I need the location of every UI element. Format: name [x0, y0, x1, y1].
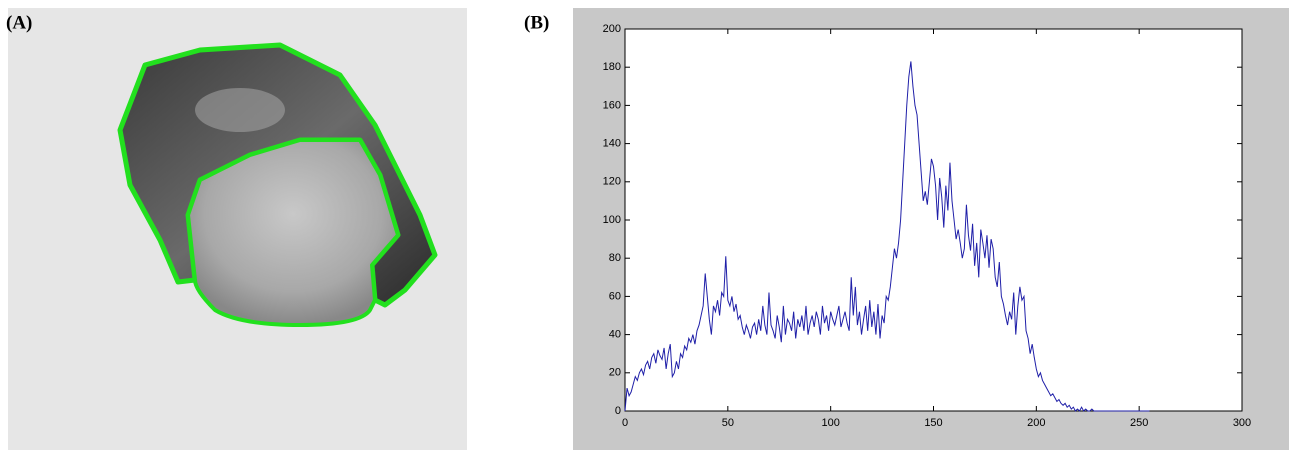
x-tick-label: 0	[622, 417, 628, 429]
y-tick-label: 60	[609, 290, 621, 302]
y-tick-label: 160	[603, 99, 621, 111]
panel-label: (B)	[524, 12, 549, 33]
y-tick-label: 20	[609, 367, 621, 379]
x-tick-label: 150	[924, 417, 942, 429]
y-tick-label: 0	[615, 405, 621, 417]
x-tick-label: 300	[1233, 417, 1251, 429]
x-tick-label: 100	[821, 417, 839, 429]
y-tick-label: 100	[603, 214, 621, 226]
y-tick-label: 80	[609, 252, 621, 264]
histogram-line	[624, 61, 1150, 412]
plot-area	[624, 28, 1243, 412]
segmented-image	[117, 42, 438, 327]
y-tick-label: 120	[603, 176, 621, 188]
x-tick-label: 50	[722, 417, 734, 429]
y-tick-label: 140	[603, 138, 621, 150]
x-tick-label: 200	[1027, 417, 1045, 429]
y-tick-label: 40	[609, 329, 621, 341]
x-tick-label: 250	[1130, 417, 1148, 429]
y-tick-label: 180	[603, 61, 621, 73]
y-tick-label: 200	[603, 23, 621, 35]
panel-label: (A)	[6, 12, 32, 33]
